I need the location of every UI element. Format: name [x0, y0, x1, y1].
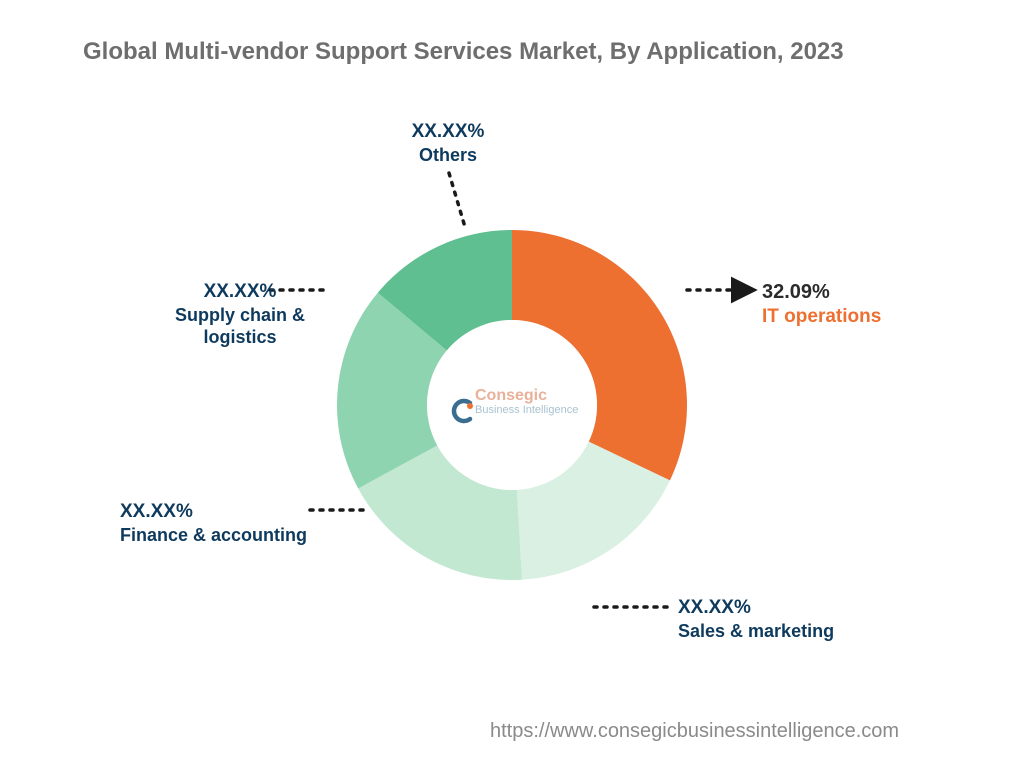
label-name-it_operations: IT operations — [762, 305, 881, 329]
logo-main: Consegic — [475, 388, 578, 405]
leader-others — [449, 173, 465, 227]
source-url: https://www.consegicbusinessintelligence… — [490, 720, 899, 743]
label-pct-finance_accounting: XX.XX% — [120, 500, 307, 524]
logo-text: ConsegicBusiness Intelligence — [475, 388, 578, 416]
label-it_operations: 32.09%IT operations — [762, 280, 881, 329]
donut-chart — [0, 0, 1024, 768]
label-pct-others: XX.XX% — [378, 120, 518, 144]
label-others: XX.XX%Others — [378, 120, 518, 166]
label-name-sales_marketing: Sales & marketing — [678, 620, 834, 643]
label-name-supply_chain: Supply chain & logistics — [150, 304, 330, 349]
label-pct-supply_chain: XX.XX% — [150, 280, 330, 304]
label-pct-it_operations: 32.09% — [762, 280, 881, 305]
label-finance_accounting: XX.XX%Finance & accounting — [120, 500, 307, 546]
label-name-finance_accounting: Finance & accounting — [120, 524, 307, 547]
label-supply_chain: XX.XX%Supply chain & logistics — [150, 280, 330, 349]
label-name-others: Others — [378, 144, 518, 167]
label-sales_marketing: XX.XX%Sales & marketing — [678, 596, 834, 642]
logo-icon — [450, 398, 476, 424]
logo-sub: Business Intelligence — [475, 405, 578, 417]
label-pct-sales_marketing: XX.XX% — [678, 596, 834, 620]
